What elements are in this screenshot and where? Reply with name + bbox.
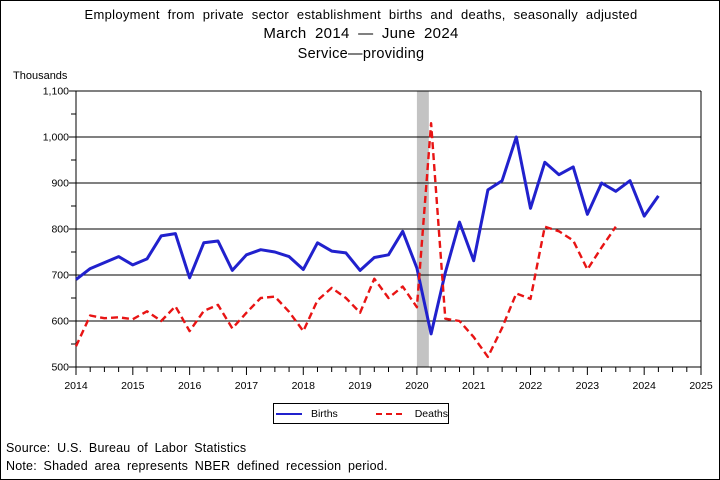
- deaths-legend-line-icon: [375, 412, 406, 415]
- y-tick-label: 800: [51, 224, 69, 236]
- x-tick-label: 2015: [121, 380, 145, 392]
- deaths-line: [74, 121, 617, 359]
- legend-label-deaths: Deaths: [414, 407, 448, 420]
- births-line: [75, 135, 660, 336]
- legend-label-births: Births: [310, 407, 338, 420]
- chart-legend: Births Deaths: [273, 403, 449, 424]
- births-legend-line-icon: [276, 412, 302, 415]
- x-tick-label: 2024: [633, 380, 657, 392]
- y-tick-label: 600: [51, 316, 69, 328]
- chart-title: Employment from private sector establish…: [84, 7, 638, 22]
- x-tick-label: 2014: [64, 380, 88, 392]
- x-tick-label: 2021: [462, 380, 486, 392]
- y-tick-label: 1,100: [43, 86, 69, 98]
- x-tick-label: 2020: [405, 380, 429, 392]
- y-tick-label: 500: [51, 362, 69, 374]
- y-tick-label: 900: [51, 178, 69, 190]
- y-tick-label: 1,000: [43, 132, 69, 144]
- source-text: Source: U.S. Bureau of Labor Statistics: [6, 441, 247, 455]
- x-tick-label: 2019: [348, 380, 372, 392]
- note-text: Note: Shaded area represents NBER define…: [6, 459, 388, 473]
- x-tick-label: 2025: [689, 380, 713, 392]
- chart-subtitle-industry: Service—providing: [297, 46, 425, 62]
- y-tick-label: 700: [51, 270, 69, 282]
- x-tick-label: 2022: [519, 380, 543, 392]
- x-tick-label: 2017: [235, 380, 259, 392]
- x-tick-label: 2023: [576, 380, 600, 392]
- chart-date-range: March 2014 — June 2024: [263, 25, 459, 42]
- y-axis-unit-label: Thousands: [13, 70, 68, 82]
- x-tick-label: 2018: [292, 380, 316, 392]
- x-tick-label: 2016: [178, 380, 202, 392]
